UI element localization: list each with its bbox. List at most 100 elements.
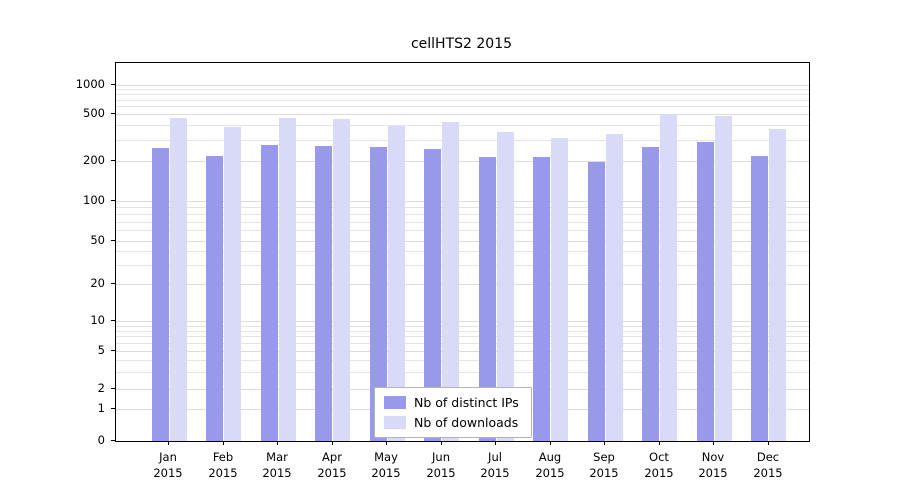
x-tick [223,441,224,445]
gridline [116,351,809,352]
y-tick [111,320,115,321]
y-tick-label: 10 [90,313,105,327]
legend-item-distinct-ips: Nb of distinct IPs [384,395,519,410]
gridline [116,336,809,337]
bar-downloads [224,127,241,441]
bar-distinct-ips [424,149,441,441]
x-tick-label: Jan 2015 [153,450,183,480]
legend-label-distinct-ips: Nb of distinct IPs [414,395,519,410]
y-tick [111,350,115,351]
gridline [116,207,809,208]
gridline [116,214,809,215]
gridline [116,125,809,126]
gridline [116,251,809,252]
x-tick-label: Oct 2015 [644,450,674,480]
x-tick [659,441,660,445]
x-tick-label: Mar 2015 [262,450,292,480]
bar-downloads [660,114,677,441]
y-tick-label: 2 [97,381,105,395]
bar-distinct-ips [642,147,659,441]
x-tick [495,441,496,445]
y-tick-label: 200 [83,153,105,167]
x-tick-label: Dec 2015 [753,450,783,480]
x-tick-label: Jun 2015 [426,450,456,480]
gridline [116,222,809,223]
bar-distinct-ips [152,148,169,441]
y-tick [111,113,115,114]
x-tick-label: Jul 2015 [480,450,510,480]
legend: Nb of distinct IPs Nb of downloads [374,387,532,438]
gridline [116,265,809,266]
x-tick-label: Nov 2015 [698,450,728,480]
gridline [116,114,809,115]
gridline [116,106,809,107]
gridline [116,89,809,90]
bar-distinct-ips [206,156,223,441]
bar-downloads [769,129,786,441]
x-tick [550,441,551,445]
bar-distinct-ips [261,145,278,441]
gridline [116,201,809,202]
y-tick-label: 5 [97,343,105,357]
gridline [116,230,809,231]
y-tick-label: 1 [97,401,105,415]
bar-downloads [442,122,459,441]
bar-downloads [715,116,732,441]
gridline [116,100,809,101]
gridline [116,85,809,86]
x-tick [604,441,605,445]
y-tick-label: 20 [90,276,105,290]
x-tick [768,441,769,445]
y-tick-label: 1000 [75,77,105,91]
y-tick [111,240,115,241]
y-tick-label: 0 [97,433,105,447]
bar-downloads [279,118,296,441]
legend-swatch-downloads [384,416,406,429]
legend-label-downloads: Nb of downloads [414,415,519,430]
bar-distinct-ips [751,156,768,441]
bar-distinct-ips [697,142,714,441]
gridline [116,321,809,322]
chart-title: cellHTS2 2015 [410,36,513,52]
plot-area: Nb of distinct IPs Nb of downloads [115,62,810,442]
gridline [116,161,809,162]
x-tick-label: Sep 2015 [589,450,619,480]
legend-swatch-distinct-ips [384,396,406,409]
bar-distinct-ips [315,146,332,441]
gridline [116,372,809,373]
y-tick-label: 50 [90,233,105,247]
bar-distinct-ips [588,162,605,441]
x-tick [277,441,278,445]
y-tick [111,84,115,85]
gridline [116,140,809,141]
y-tick [111,283,115,284]
x-tick-label: Apr 2015 [317,450,347,480]
bar-distinct-ips [479,157,496,441]
bar-downloads [551,138,568,441]
legend-item-downloads: Nb of downloads [384,415,519,430]
y-tick-label: 500 [83,106,105,120]
gridline [116,284,809,285]
bar-downloads [497,132,514,441]
x-tick [332,441,333,445]
y-tick [111,440,115,441]
y-tick [111,160,115,161]
gridline [116,326,809,327]
x-tick [386,441,387,445]
y-tick [111,388,115,389]
gridline [116,331,809,332]
bar-distinct-ips [370,147,387,441]
x-tick-label: Aug 2015 [535,450,565,480]
bar-downloads [388,126,405,441]
bar-downloads [333,119,350,441]
bar-downloads [170,118,187,441]
gridline [116,360,809,361]
bar-downloads [606,134,623,441]
gridline [116,241,809,242]
y-tick [111,200,115,201]
y-tick [111,408,115,409]
gridline [116,343,809,344]
x-tick [713,441,714,445]
x-tick-label: May 2015 [371,450,401,480]
